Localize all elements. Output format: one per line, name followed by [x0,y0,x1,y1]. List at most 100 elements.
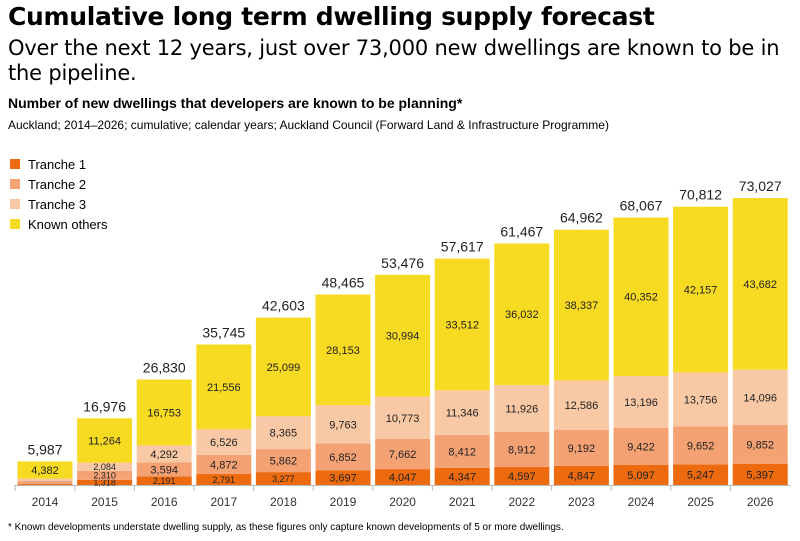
bar-segment [375,274,431,397]
data-label: 11,926 [505,403,538,415]
bar-segment [136,476,192,485]
data-label: 16,753 [147,407,181,419]
total-label: 16,976 [83,398,126,414]
bar-segment [315,443,371,471]
data-label: 14,096 [743,392,777,404]
x-tick-label: 2020 [389,495,416,509]
data-label: 40,352 [624,292,658,304]
data-label: 9,192 [568,443,596,455]
data-label: 6,852 [329,452,357,464]
bar-segment [17,481,73,484]
legend: Tranche 1 Tranche 2 Tranche 3 Known others [10,154,108,234]
legend-swatch [10,199,20,209]
bar-segment [17,461,73,479]
bar-segment [315,470,371,485]
data-label: 2,310 [93,471,116,481]
total-label: 35,745 [202,325,245,341]
bar-segment [673,372,729,427]
bar-segment [255,317,311,417]
total-label: 68,067 [620,197,663,213]
data-label: 7,662 [389,449,417,461]
bar-segment [17,483,73,485]
total-label: 48,465 [322,275,365,291]
bar-segment [553,229,609,381]
x-tick-label: 2014 [32,495,59,509]
bar-segment [136,379,192,446]
bar-segment [77,470,133,480]
data-label: 5,397 [746,469,774,481]
bar-segment [196,454,252,475]
bar-segment [613,464,669,485]
bar-segment [434,258,490,391]
legend-label: Tranche 3 [28,196,87,212]
bar-segment [255,416,311,450]
data-label: 11,346 [446,408,479,420]
data-label: 25,099 [267,362,301,374]
x-tick-label: 2018 [270,495,297,509]
footnote: * Known developments understate dwelling… [8,522,564,533]
legend-label: Tranche 2 [28,176,87,192]
total-label: 53,476 [381,255,424,271]
bar-segment [613,217,669,377]
data-label: 4,872 [210,459,238,471]
bar-segment [17,478,73,482]
bar-segment [494,243,550,386]
x-tick-label: 2016 [151,495,178,509]
legend-label: Tranche 1 [28,156,87,172]
total-label: 26,830 [143,360,186,376]
bar-segment [434,390,490,435]
data-label: 12,586 [565,400,599,412]
data-label: 36,032 [505,309,539,321]
legend-item: Tranche 1 [10,154,108,174]
bar-segment [732,198,788,370]
bar-segment [553,380,609,430]
data-label: 8,365 [270,428,298,440]
bar-segment [375,396,431,439]
bar-segment [255,472,311,485]
legend-swatch [10,179,20,189]
total-label: 73,027 [739,178,782,194]
data-label: 1,318 [93,478,116,488]
data-label: 4,597 [508,471,536,483]
data-label: 5,862 [270,456,298,468]
bar-segment [136,445,192,463]
x-tick-label: 2017 [210,495,237,509]
bar-segment [77,418,133,463]
x-tick-label: 2024 [628,495,655,509]
data-label: 4,347 [448,471,476,483]
bar-segment [196,344,252,430]
bar-segment [136,462,192,477]
bar-segment [613,376,669,428]
data-label: 4,847 [568,470,596,482]
page-title: Cumulative long term dwelling supply for… [8,2,655,31]
data-label: 2,791 [213,475,236,485]
data-label: 2,084 [93,462,116,472]
data-label: 9,852 [746,439,774,451]
bar-segment [732,425,788,464]
total-label: 64,962 [560,210,603,226]
data-label: 9,763 [329,419,357,431]
data-label: 4,292 [150,449,178,461]
data-label: 6,526 [210,437,238,449]
legend-swatch [10,159,20,169]
data-label: 38,337 [565,300,599,312]
legend-item: Known others [10,214,108,234]
data-label: 5,097 [627,470,655,482]
bar-segment [553,429,609,466]
data-label: 33,512 [445,319,479,331]
data-label: 30,994 [386,331,420,343]
x-tick-label: 2026 [747,495,774,509]
bar-segment [77,462,133,471]
data-label: 8,912 [508,444,536,456]
bar-segment [196,474,252,485]
x-tick-label: 2019 [330,495,357,509]
data-label: 3,277 [272,474,295,484]
total-label: 70,812 [679,187,722,203]
data-label: 4,382 [31,465,59,477]
bar-segment [673,426,729,465]
data-label: 11,264 [88,435,121,447]
data-label: 3,697 [329,473,357,485]
bar-segment [732,463,788,485]
data-label: 3,594 [150,464,178,476]
